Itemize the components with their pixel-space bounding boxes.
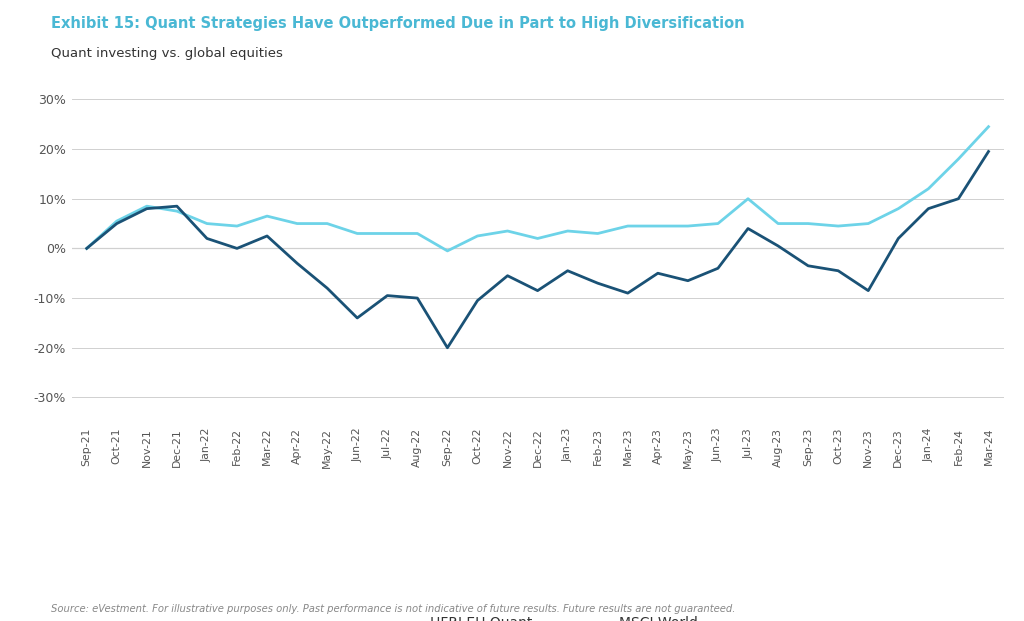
MSCI World [230,245,243,252]
MSCI World [261,232,273,240]
HFRI EH Quant [201,220,213,227]
HFRI EH Quant [322,220,334,227]
MSCI World [712,265,724,272]
HFRI EH Quant [802,220,814,227]
MSCI World [140,205,153,212]
MSCI World [171,202,183,210]
MSCI World [351,314,364,322]
Text: Quant investing vs. global equities: Quant investing vs. global equities [51,47,283,60]
Text: Exhibit 15: Quant Strategies Have Outperformed Due in Part to High Diversificati: Exhibit 15: Quant Strategies Have Outper… [51,16,744,30]
MSCI World [111,220,123,227]
HFRI EH Quant [471,232,483,240]
HFRI EH Quant [291,220,303,227]
HFRI EH Quant [261,212,273,220]
Legend: HFRI EH Quant, MSCI World: HFRI EH Quant, MSCI World [372,610,703,621]
Line: MSCI World: MSCI World [87,152,988,348]
MSCI World [81,245,93,252]
MSCI World [772,242,784,250]
HFRI EH Quant [682,222,694,230]
HFRI EH Quant [140,202,153,210]
MSCI World [862,287,874,294]
HFRI EH Quant [81,245,93,252]
Line: HFRI EH Quant: HFRI EH Quant [87,127,988,251]
MSCI World [982,148,994,155]
HFRI EH Quant [892,205,904,212]
HFRI EH Quant [651,222,664,230]
HFRI EH Quant [561,227,573,235]
HFRI EH Quant [592,230,604,237]
HFRI EH Quant [412,230,424,237]
MSCI World [651,270,664,277]
MSCI World [833,267,845,274]
MSCI World [923,205,935,212]
MSCI World [471,297,483,304]
MSCI World [952,195,965,202]
MSCI World [561,267,573,274]
MSCI World [441,344,454,351]
MSCI World [502,272,514,279]
MSCI World [381,292,393,299]
HFRI EH Quant [171,207,183,215]
HFRI EH Quant [441,247,454,255]
HFRI EH Quant [622,222,634,230]
MSCI World [412,294,424,302]
MSCI World [322,284,334,292]
MSCI World [531,287,544,294]
HFRI EH Quant [772,220,784,227]
MSCI World [892,235,904,242]
MSCI World [802,262,814,270]
MSCI World [592,279,604,287]
HFRI EH Quant [833,222,845,230]
HFRI EH Quant [502,227,514,235]
HFRI EH Quant [982,123,994,130]
HFRI EH Quant [712,220,724,227]
MSCI World [291,260,303,267]
Text: Source: eVestment. For illustrative purposes only. Past performance is not indic: Source: eVestment. For illustrative purp… [51,604,735,614]
MSCI World [201,235,213,242]
HFRI EH Quant [862,220,874,227]
MSCI World [682,277,694,284]
HFRI EH Quant [741,195,754,202]
HFRI EH Quant [351,230,364,237]
HFRI EH Quant [531,235,544,242]
HFRI EH Quant [111,217,123,225]
HFRI EH Quant [230,222,243,230]
MSCI World [741,225,754,232]
HFRI EH Quant [923,185,935,193]
HFRI EH Quant [381,230,393,237]
HFRI EH Quant [952,155,965,163]
MSCI World [622,289,634,297]
